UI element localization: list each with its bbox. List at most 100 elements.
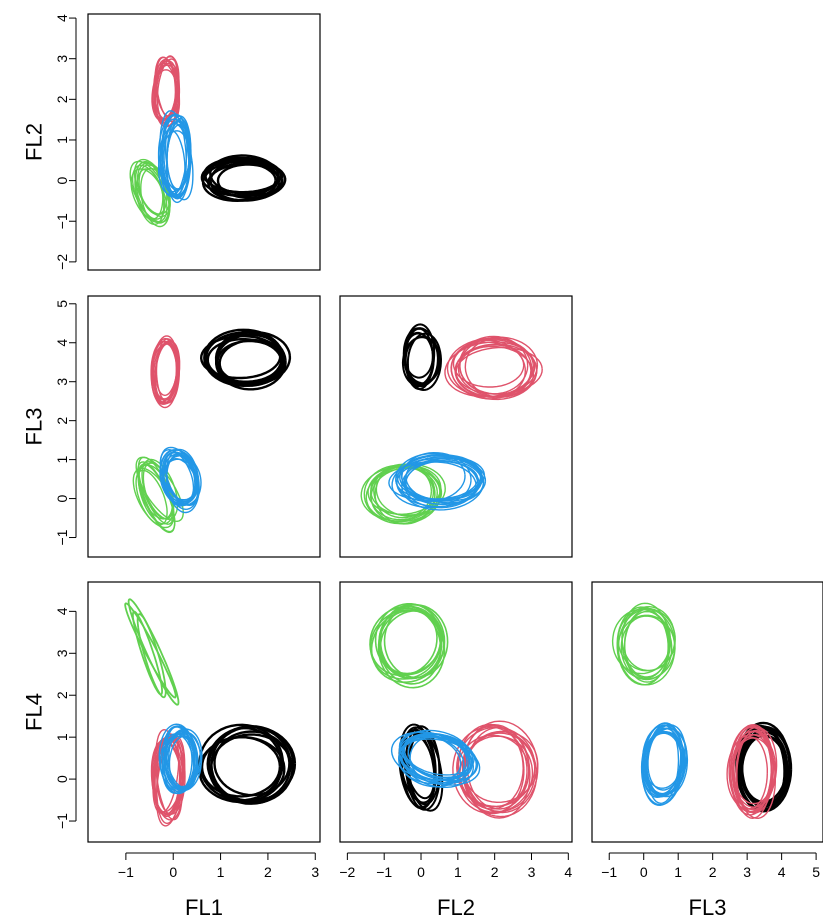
- x-tick-label: −1: [118, 864, 134, 880]
- cluster-black: [401, 323, 443, 392]
- cluster-black: [199, 328, 292, 391]
- contour-ellipse: [456, 734, 530, 808]
- y-tick-label: 3: [54, 649, 70, 657]
- panel-fl1-fl2: [87, 13, 321, 271]
- contour-ellipse: [647, 724, 686, 791]
- x-tick-label: 1: [674, 864, 682, 880]
- contour-ellipse: [641, 722, 684, 807]
- contour-ellipse: [136, 168, 165, 226]
- y-tick-label: 1: [54, 136, 70, 144]
- x-tick-label: 4: [564, 864, 572, 880]
- cluster-green: [360, 463, 446, 525]
- y-tick-label: 0: [54, 494, 70, 502]
- cluster-red: [150, 728, 186, 827]
- contour-ellipse: [616, 606, 669, 686]
- panel-fl2-fl4: [339, 581, 573, 843]
- y-tick-label: 2: [54, 95, 70, 103]
- contour-ellipse: [207, 724, 295, 805]
- cluster-red: [726, 723, 778, 820]
- contour-ellipse: [404, 327, 434, 391]
- contour-ellipse: [383, 603, 449, 679]
- contour-ellipse: [406, 332, 443, 392]
- y-tick-label: 4: [54, 339, 70, 347]
- contour-ellipse: [370, 609, 445, 684]
- y-tick-label: 2: [54, 417, 70, 425]
- x-axis-title: FL2: [437, 895, 475, 920]
- cluster-blue: [159, 446, 202, 514]
- contour-ellipse: [643, 731, 687, 796]
- y-tick-label: −2: [54, 254, 70, 270]
- x-tick-label: −1: [601, 864, 617, 880]
- contour-ellipse: [142, 462, 175, 520]
- panel-fl2-fl3: [339, 295, 573, 558]
- x-axis-fl3: −1 0 1 2 3 4 5 FL3: [601, 852, 820, 920]
- x-axis-title: FL1: [185, 895, 223, 920]
- y-axis-fl2: −2 −1 0 1 2 3 4 FL2: [22, 14, 77, 270]
- x-axis-fl2: −2 −1 0 1 2 3 4 FL2: [339, 852, 572, 920]
- cluster-blue: [390, 729, 481, 788]
- x-axis-fl1: −1 0 1 2 3 FL1: [118, 852, 319, 920]
- contour-ellipse: [726, 734, 774, 810]
- panel-border: [87, 581, 321, 843]
- y-tick-label: 0: [54, 775, 70, 783]
- contour-ellipse: [401, 457, 485, 511]
- cluster-black: [200, 154, 287, 203]
- x-tick-label: 3: [311, 864, 319, 880]
- panel-border: [87, 295, 321, 558]
- cluster-green: [611, 602, 676, 686]
- panel-border: [591, 581, 823, 843]
- panel-fl1-fl4: [87, 581, 321, 843]
- contour-ellipse: [163, 732, 193, 794]
- y-tick-label: 3: [54, 55, 70, 63]
- contour-ellipse: [455, 346, 543, 395]
- x-tick-label: 4: [778, 864, 786, 880]
- panel-border: [87, 13, 321, 271]
- contour-ellipse: [216, 163, 281, 200]
- y-tick-label: 2: [54, 691, 70, 699]
- contour-ellipse: [150, 340, 179, 409]
- contour-ellipse: [730, 730, 773, 816]
- panel-border: [339, 581, 573, 843]
- x-axis-title: FL3: [689, 895, 727, 920]
- y-tick-label: 1: [54, 456, 70, 464]
- panel-fl1-fl3: [87, 295, 321, 558]
- contour-ellipse: [396, 461, 477, 508]
- x-tick-label: 2: [264, 864, 272, 880]
- x-tick-label: 0: [640, 864, 648, 880]
- contour-ellipse: [151, 740, 182, 815]
- y-tick-label: 4: [54, 14, 70, 22]
- x-tick-label: 3: [743, 864, 751, 880]
- cluster-red: [452, 720, 539, 819]
- cluster-black: [198, 723, 297, 805]
- x-tick-label: 0: [417, 864, 425, 880]
- contour-ellipse: [136, 613, 167, 699]
- contour-ellipse: [735, 730, 774, 814]
- x-tick-label: −1: [376, 864, 392, 880]
- contour-ellipse: [204, 157, 283, 194]
- cluster-green: [124, 598, 180, 706]
- contour-ellipse: [206, 338, 283, 383]
- y-axis-title: FL4: [22, 693, 47, 731]
- y-axis-title: FL3: [22, 408, 47, 446]
- contour-ellipse: [399, 734, 462, 782]
- contour-ellipse: [403, 459, 480, 505]
- contour-ellipse: [454, 343, 538, 398]
- contour-ellipse: [140, 167, 171, 228]
- cluster-green: [129, 158, 171, 228]
- contour-ellipse: [450, 339, 526, 400]
- y-axis-fl3: −1 0 1 2 3 4 5 FL3: [22, 300, 77, 546]
- contour-ellipse: [621, 602, 670, 679]
- y-axis-title: FL2: [22, 123, 47, 161]
- contour-ellipse: [401, 451, 472, 505]
- x-tick-label: 5: [812, 864, 820, 880]
- y-tick-label: −1: [54, 213, 70, 229]
- contour-ellipse: [138, 463, 176, 533]
- cluster-green: [369, 602, 449, 689]
- x-tick-label: 0: [169, 864, 177, 880]
- cluster-black: [735, 721, 793, 813]
- contour-ellipse: [161, 725, 195, 793]
- contour-ellipse: [739, 734, 789, 806]
- contour-ellipse: [729, 723, 774, 814]
- contour-ellipse: [134, 161, 170, 224]
- y-tick-label: 3: [54, 378, 70, 386]
